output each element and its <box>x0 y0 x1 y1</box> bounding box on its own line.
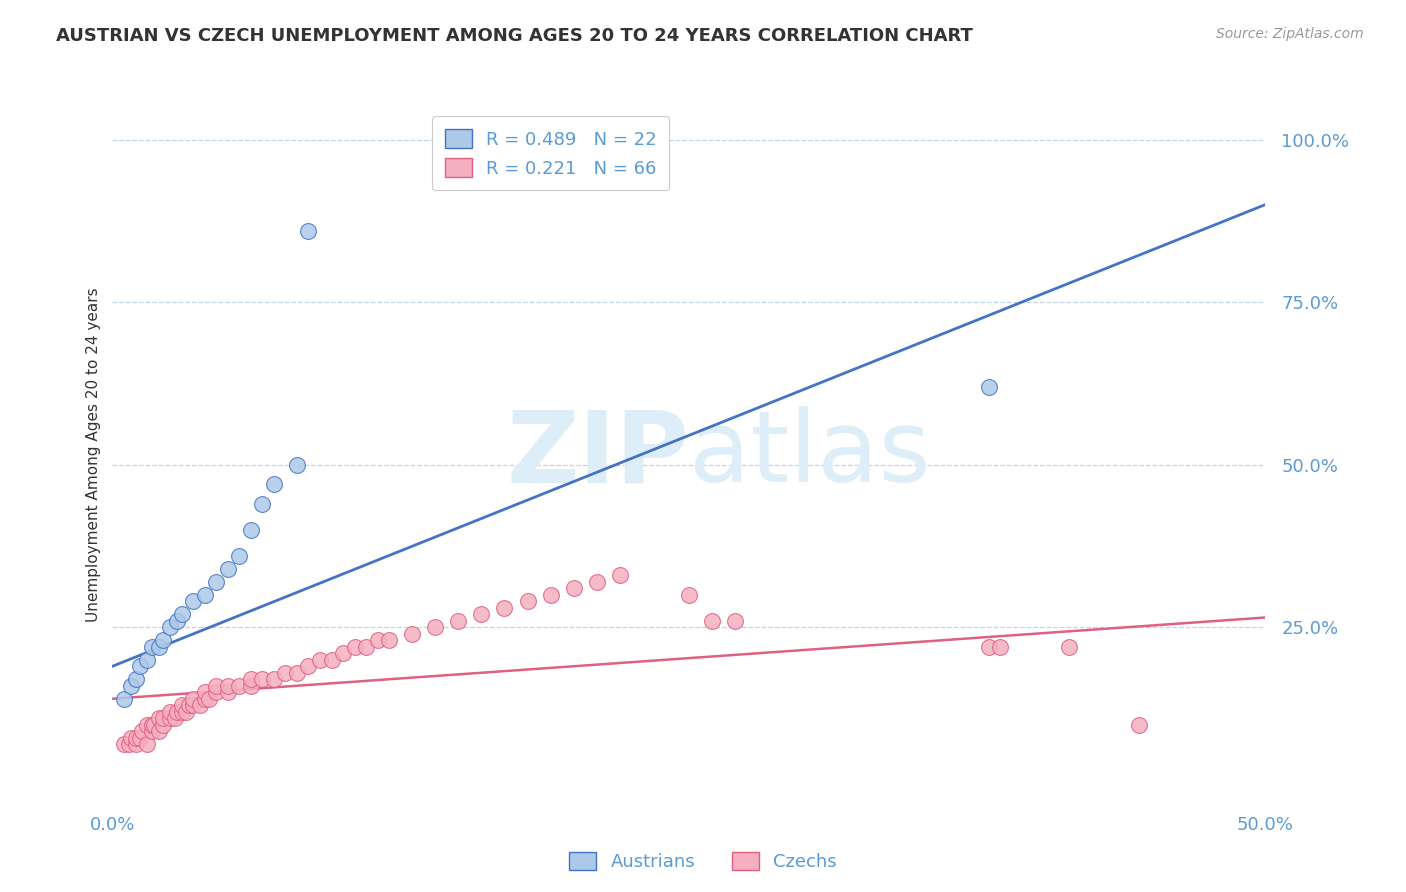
Point <box>205 679 228 693</box>
Point <box>148 640 170 654</box>
Point <box>194 588 217 602</box>
Point <box>124 672 146 686</box>
Text: atlas: atlas <box>689 407 931 503</box>
Point <box>112 737 135 751</box>
Point <box>188 698 211 713</box>
Point <box>152 718 174 732</box>
Point <box>217 562 239 576</box>
Point <box>239 672 262 686</box>
Text: ZIP: ZIP <box>506 407 689 503</box>
Point <box>170 705 193 719</box>
Point <box>977 640 1000 654</box>
Point <box>143 718 166 732</box>
Point <box>124 737 146 751</box>
Point <box>163 711 186 725</box>
Point <box>159 705 181 719</box>
Point <box>401 626 423 640</box>
Point <box>367 633 389 648</box>
Point <box>198 691 221 706</box>
Point <box>700 614 723 628</box>
Point <box>217 679 239 693</box>
Point <box>540 588 562 602</box>
Point <box>170 698 193 713</box>
Point <box>194 685 217 699</box>
Point <box>181 594 204 608</box>
Point <box>141 724 163 739</box>
Legend: R = 0.489   N = 22, R = 0.221   N = 66: R = 0.489 N = 22, R = 0.221 N = 66 <box>432 116 669 190</box>
Point <box>228 549 250 563</box>
Point <box>170 607 193 622</box>
Point <box>159 620 181 634</box>
Point <box>263 672 285 686</box>
Point <box>129 731 152 745</box>
Point <box>228 679 250 693</box>
Point <box>117 737 139 751</box>
Point <box>609 568 631 582</box>
Point <box>166 614 188 628</box>
Point <box>112 691 135 706</box>
Point <box>177 698 200 713</box>
Point <box>354 640 377 654</box>
Point <box>263 477 285 491</box>
Point <box>343 640 366 654</box>
Point <box>274 665 297 680</box>
Point <box>148 711 170 725</box>
Point <box>297 659 319 673</box>
Point <box>516 594 538 608</box>
Point <box>447 614 470 628</box>
Point <box>252 497 274 511</box>
Point <box>120 731 142 745</box>
Point <box>309 653 332 667</box>
Point <box>321 653 343 667</box>
Point <box>181 691 204 706</box>
Point <box>425 620 447 634</box>
Point <box>131 724 153 739</box>
Point <box>988 640 1011 654</box>
Point <box>120 679 142 693</box>
Point <box>136 653 159 667</box>
Point <box>136 718 159 732</box>
Point <box>124 731 146 745</box>
Point <box>977 379 1000 393</box>
Point <box>129 659 152 673</box>
Point <box>332 646 354 660</box>
Point <box>194 691 217 706</box>
Point <box>148 724 170 739</box>
Point <box>1059 640 1081 654</box>
Point <box>181 698 204 713</box>
Point <box>494 600 516 615</box>
Point <box>285 458 308 472</box>
Point <box>724 614 747 628</box>
Point <box>1128 718 1150 732</box>
Point <box>166 705 188 719</box>
Point <box>470 607 492 622</box>
Point <box>285 665 308 680</box>
Point <box>239 523 262 537</box>
Point <box>678 588 700 602</box>
Legend: Austrians, Czechs: Austrians, Czechs <box>562 845 844 879</box>
Text: Source: ZipAtlas.com: Source: ZipAtlas.com <box>1216 27 1364 41</box>
Point <box>297 224 319 238</box>
Point <box>378 633 401 648</box>
Point <box>205 574 228 589</box>
Point <box>141 718 163 732</box>
Point <box>217 685 239 699</box>
Point <box>585 574 607 589</box>
Point <box>205 685 228 699</box>
Text: AUSTRIAN VS CZECH UNEMPLOYMENT AMONG AGES 20 TO 24 YEARS CORRELATION CHART: AUSTRIAN VS CZECH UNEMPLOYMENT AMONG AGE… <box>56 27 973 45</box>
Point <box>159 711 181 725</box>
Point <box>562 581 585 595</box>
Point <box>152 711 174 725</box>
Point <box>174 705 197 719</box>
Point <box>136 737 159 751</box>
Point <box>252 672 274 686</box>
Point <box>239 679 262 693</box>
Point <box>152 633 174 648</box>
Point <box>141 640 163 654</box>
Y-axis label: Unemployment Among Ages 20 to 24 years: Unemployment Among Ages 20 to 24 years <box>86 287 101 623</box>
